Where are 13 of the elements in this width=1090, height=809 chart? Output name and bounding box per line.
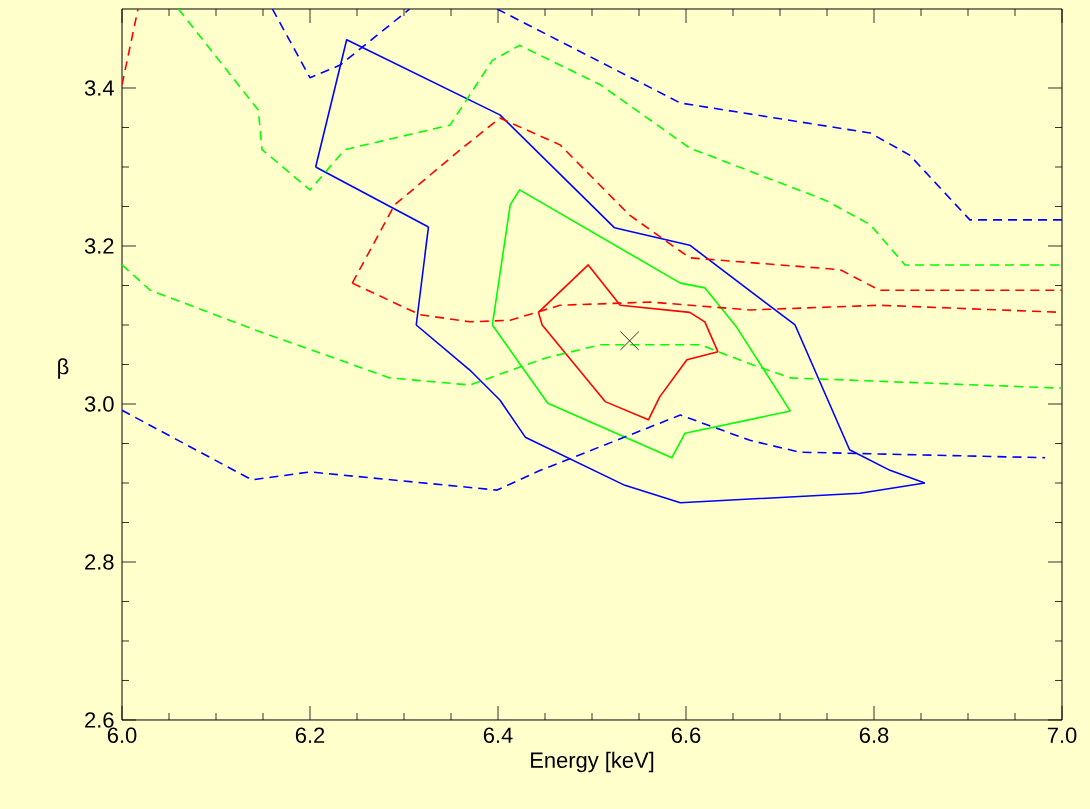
x-tick-label: 6.0 <box>107 727 137 744</box>
x-tick-label: 6.8 <box>859 727 889 744</box>
y-tick-label: 3.2 <box>84 238 114 254</box>
y-tick-label: 2.6 <box>85 712 114 728</box>
y-tick-label: 2.8 <box>85 554 114 570</box>
x-tick-label: 6.6 <box>671 727 701 744</box>
x-tick-label: 6.2 <box>295 727 325 744</box>
x-tick-label: 6.4 <box>483 727 513 744</box>
y-tick-label: 3.4 <box>84 80 114 96</box>
x-axis-title: Energy [keV] <box>531 751 654 773</box>
y-tick-label: 3.0 <box>84 396 114 412</box>
x-tick-label: 7.0 <box>1047 727 1077 744</box>
y-axis-title: β <box>58 358 69 379</box>
